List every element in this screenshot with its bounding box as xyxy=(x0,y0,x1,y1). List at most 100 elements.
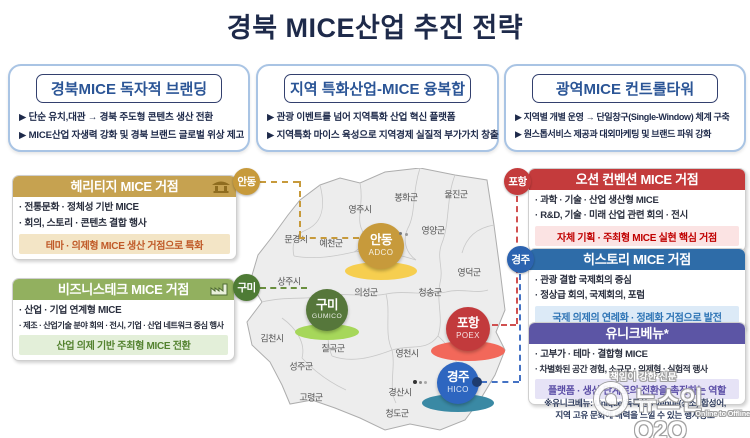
strategy-bullet: ▶ 관광 이벤트를 넘어 지역특화 산업 혁신 플랫폼 xyxy=(267,112,456,123)
connector-pohang xyxy=(492,324,516,326)
connector-gyeongju xyxy=(519,274,521,381)
map-district-label: 김천시 xyxy=(260,333,284,344)
map-marker-dot xyxy=(405,233,408,236)
unique-header: 유니크베뉴* xyxy=(529,323,745,344)
hub-bullet: · 산업 · 기업 연계형 MICE xyxy=(19,305,122,316)
map-district-label: 성주군 xyxy=(289,361,313,372)
map-district-label: 문경시 xyxy=(284,234,308,245)
hub-venue-code: GUMICO xyxy=(311,312,343,320)
map-district-label: 영덕군 xyxy=(457,267,481,278)
city-tag-pohang: 포항 xyxy=(504,168,531,195)
factory-icon xyxy=(210,283,228,296)
connector-gyeongju xyxy=(481,381,519,383)
city-tag-gumi: 구미 xyxy=(233,274,260,301)
biztech-header: 비즈니스테크 MICE 거점 xyxy=(13,279,234,300)
hub-city-label: 안동 xyxy=(369,233,393,248)
pohang-hub-shadow xyxy=(431,341,505,361)
watermark-subtext: Online to Offline xyxy=(695,411,750,418)
map-district-label: 청송군 xyxy=(418,287,442,298)
city-tag-andong: 안동 xyxy=(233,168,260,195)
gumi-venue-marker: 구미 GUMICO xyxy=(306,289,348,331)
map-district-label: 예천군 xyxy=(319,238,343,249)
history-header: 히스토리 MICE 거점 xyxy=(529,249,745,270)
hub-bullet: · 회의, 스토리 · 콘텐츠 결합 행사 xyxy=(19,217,147,229)
history-hub-box: 히스토리 MICE 거점 · 관광 결합 국제회의 중심 · 정상급 회의, 국… xyxy=(528,248,746,333)
unique-venue-footnote: ※유니크베뉴: Unique(독특한)+Venue(장소) 합성어, 지역 고유… xyxy=(524,397,746,422)
hub-bullet: · 제조 · 산업기술 분야 회의 · 전시, 기업 · 산업 네트워크 중심 … xyxy=(19,320,224,330)
strategy-bullet: ▶ 단순 유치,대관 → 경북 주도형 콘텐츠 생산 전환 xyxy=(19,112,214,123)
strategy-bullet: ▶ 지역특화 마이스 육성으로 지역경제 실질적 부가가치 창출 xyxy=(267,129,499,141)
biztech-highlight: 산업 의제 기반 주최형 MICE 전환 xyxy=(19,334,228,355)
connector-andong xyxy=(260,181,299,183)
news-logo-icon xyxy=(606,394,616,404)
map-district-label: 영천시 xyxy=(395,348,419,359)
map-district-label: 영주시 xyxy=(348,204,372,215)
ocean-hub-box: 오션 컨벤션 MICE 거점 · 과학 · 기술 · 산업 생산형 MICE ·… xyxy=(528,168,746,253)
gumi-hub-shadow xyxy=(295,324,359,340)
hub-city-label: 경주 xyxy=(446,370,470,385)
map-marker-dot xyxy=(472,377,482,387)
andong-hub-shadow xyxy=(345,262,417,280)
page-title: 경북 MICE산업 추진 전략 xyxy=(226,13,524,43)
watermark-tagline: 책임이 강한 신문 xyxy=(610,372,677,383)
hub-city-label: 포항 xyxy=(456,316,480,331)
watermark-name: 뉴스인O2O xyxy=(634,387,704,438)
map-district-label: 청도군 xyxy=(385,408,409,419)
pohang-venue-marker: 포항 POEX xyxy=(446,307,490,351)
map-district-label: 영양군 xyxy=(421,225,445,236)
heritage-hub-box: 헤리티지 MICE 거점 · 전통문화 · 정체성 기반 MICE · 회의, … xyxy=(12,175,237,261)
hub-bullet: · R&D, 기술 · 미래 산업 관련 회의 · 전시 xyxy=(535,210,688,222)
map-marker-dot xyxy=(399,232,402,235)
map-district-label: 의성군 xyxy=(354,287,378,298)
hub-bullet: · 관광 결합 국제회의 중심 xyxy=(535,275,632,286)
hub-bullet: · 고부가 · 테마 · 결합형 MICE xyxy=(535,349,648,360)
city-tag-gyeongju: 경주 xyxy=(507,246,534,273)
strategy-box-branding: 경북MICE 독자적 브랜딩 ▶ 단순 유치,대관 → 경북 주도형 콘텐츠 생… xyxy=(8,64,250,152)
news-watermark: 책임이 강한 신문 뉴스인O2O Online to Offline xyxy=(594,369,750,438)
strategy-bullet: ▶ 지역별 개별 운영 → 단일창구(Single-Window) 체계 구축 xyxy=(515,112,730,122)
biztech-header-label: 비즈니스테크 MICE 거점 xyxy=(57,282,190,297)
map-marker-dot xyxy=(419,381,422,384)
hub-bullet: · 정상급 회의, 국제회의, 포럼 xyxy=(535,290,645,302)
hub-bullet: · 차별화된 공간 경험, 소규모 · 의제형 · 실험적 행사 xyxy=(535,364,708,375)
hanok-gate-icon xyxy=(212,181,230,193)
ocean-highlight: 자체 기획 · 주최형 MICE 실현 핵심 거점 xyxy=(535,226,739,247)
heritage-highlight: 테마 · 의제형 MICE 생산 거점으로 특화 xyxy=(19,234,230,255)
andong-venue-marker: 안동 ADCO xyxy=(358,223,404,269)
map-marker-dot xyxy=(413,380,417,384)
strategy-bullet: ▶ MICE산업 자생력 강화 및 경북 브랜드 글로벌 위상 제고 xyxy=(19,129,245,141)
heritage-header-label: 헤리티지 MICE 거점 xyxy=(70,179,179,194)
unique-venue-box: 유니크베뉴* · 고부가 · 테마 · 결합형 MICE · 차별화된 공간 경… xyxy=(528,322,746,406)
map-district-label: 경산시 xyxy=(388,387,412,398)
hub-venue-code: HICO xyxy=(447,385,469,395)
map-district-label: 봉화군 xyxy=(394,192,418,203)
biztech-hub-box: 비즈니스테크 MICE 거점 · 산업 · 기업 연계형 MICE · 제조 ·… xyxy=(12,278,235,361)
map-district-label: 울진군 xyxy=(444,189,468,200)
footnote-line: 지역 고유 문화에 매력을 느낄 수 있는 행사장소 xyxy=(555,410,715,421)
heritage-header: 헤리티지 MICE 거점 xyxy=(13,176,236,197)
hub-bullet: · 과학 · 기술 · 산업 생산형 MICE xyxy=(535,195,659,206)
footnote-line: ※유니크베뉴: Unique(독특한)+Venue(장소) 합성어, xyxy=(544,398,726,408)
connector-andong xyxy=(299,237,359,239)
strategy-box-branding-header: 경북MICE 독자적 브랜딩 xyxy=(36,74,222,103)
strategy-box-control-tower: 광역MICE 컨트롤타워 ▶ 지역별 개별 운영 → 단일창구(Single-W… xyxy=(504,64,746,152)
connector-gumi xyxy=(260,287,307,289)
connector-andong xyxy=(299,181,301,237)
hub-bullet: · 전통문화 · 정체성 기반 MICE xyxy=(19,202,139,213)
hub-venue-code: ADCO xyxy=(368,248,394,258)
history-highlight: 국제 의제의 연례화 · 정례화 거점으로 발전 xyxy=(535,306,739,327)
news-logo-icon xyxy=(594,382,628,416)
hub-venue-code: POEX xyxy=(456,331,480,341)
strategy-box-control-tower-header: 광역MICE 컨트롤타워 xyxy=(532,74,718,103)
unique-highlight: 플랫폼 · 생산 단계로의 전환을 촉진하는 역할 xyxy=(535,379,739,400)
map-district-label: 상주시 xyxy=(277,276,301,287)
map-district-label: 칠곡군 xyxy=(321,343,345,354)
strategy-box-convergence-header: 지역 특화산업-MICE 융복합 xyxy=(284,74,471,103)
strategy-bullet: ▶ 원스톱서비스 제공과 대외마케팅 및 브랜드 파워 강화 xyxy=(515,128,712,139)
hub-city-label: 구미 xyxy=(315,298,339,313)
map-district-label: 고령군 xyxy=(299,392,323,403)
ocean-header: 오션 컨벤션 MICE 거점 xyxy=(529,169,745,190)
strategy-box-convergence: 지역 특화산업-MICE 융복합 ▶ 관광 이벤트를 넘어 지역특화 산업 혁신… xyxy=(256,64,499,152)
map-marker-dot xyxy=(424,381,427,384)
